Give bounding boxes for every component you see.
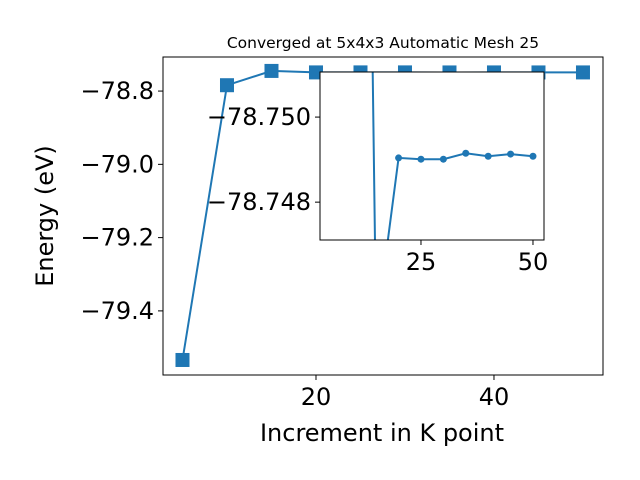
marker (529, 152, 537, 160)
marker (308, 65, 323, 80)
plot-group (371, 72, 537, 240)
y-axis-label: Energy (eV) (31, 145, 59, 287)
y-tick-label: −78.748 (207, 188, 311, 216)
x-tick-label: 25 (406, 248, 437, 276)
marker (439, 155, 447, 163)
marker (264, 63, 279, 78)
x-axis-label: Increment in K point (260, 419, 504, 447)
x-tick-label: 20 (301, 383, 332, 411)
chart-title: Converged at 5x4x3 Automatic Mesh 25 (227, 34, 539, 52)
y-tick-label: −78.8 (80, 77, 154, 105)
y-tick-label: −79.2 (80, 224, 154, 252)
marker (175, 352, 190, 367)
marker (417, 155, 425, 163)
y-tick-label: −78.750 (207, 103, 311, 131)
marker (575, 65, 590, 80)
series-line (371, 72, 534, 240)
y-tick-label: −79.0 (80, 150, 154, 178)
axes-frame (162, 56, 604, 376)
x-tick-label: 50 (518, 248, 549, 276)
x-tick-label: 40 (479, 383, 510, 411)
y-tick-label: −79.4 (80, 297, 154, 325)
plot-area (320, 72, 544, 240)
marker (219, 78, 234, 93)
axes-frame (319, 71, 545, 241)
marker (507, 150, 515, 158)
marker (484, 152, 492, 160)
marker (462, 149, 470, 157)
marker (395, 154, 403, 162)
